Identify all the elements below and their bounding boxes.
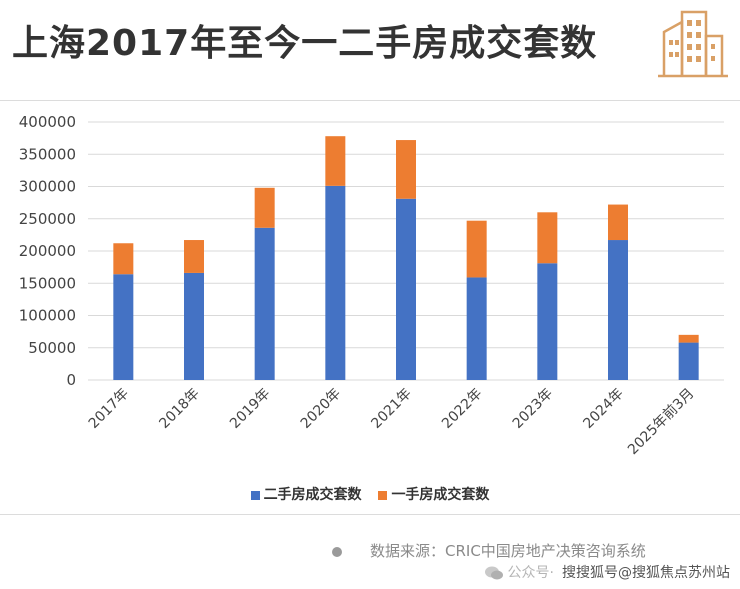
- legend-item-second-hand: 二手房成交套数: [250, 484, 362, 504]
- y-tick-label: 100000: [19, 307, 76, 325]
- x-tick-label: 2017年: [86, 386, 132, 432]
- x-tick-label: 2019年: [227, 386, 273, 432]
- bar-first-hand: [254, 187, 275, 228]
- legend-label-first-hand: 一手房成交套数: [391, 487, 490, 503]
- wechat-badge-icon: [484, 566, 503, 580]
- legend-label-second-hand: 二手房成交套数: [263, 487, 362, 503]
- x-tick-label: 2018年: [156, 386, 202, 432]
- legend-swatch-first-hand: [378, 490, 388, 500]
- bar-second-hand: [254, 227, 275, 380]
- stacked-bar-chart: 0 50000 100000 150000 200000 250000 300000 3500…: [19, 113, 724, 458]
- y-tick-label: 300000: [19, 178, 76, 196]
- bar-first-hand: [184, 240, 204, 273]
- bar-second-hand: [608, 240, 628, 380]
- bar-first-hand: [325, 136, 346, 186]
- data-source-note: 数据来源：CRIC中国房地产决策咨询系统: [332, 540, 646, 561]
- y-tick-label: 0: [66, 371, 76, 389]
- chart-bars: [113, 136, 699, 380]
- y-tick-label: 400000: [19, 113, 76, 131]
- legend-item-first-hand: 一手房成交套数: [378, 484, 489, 504]
- bar-first-hand: [678, 334, 699, 343]
- page-title: 上海2017年至今一二手房成交套数: [12, 23, 598, 64]
- watermark: 公众号· 搜搜狐号@搜狐焦点苏州站: [484, 562, 730, 582]
- x-tick-label: 2025年前3月: [624, 385, 697, 458]
- legend-swatch-second-hand: [250, 490, 260, 500]
- footer-divider: [0, 514, 740, 515]
- building-icon: [658, 10, 728, 78]
- bar-second-hand: [325, 185, 346, 380]
- bar-second-hand: [537, 263, 558, 380]
- bar-first-hand: [396, 140, 416, 199]
- bar-first-hand: [608, 204, 628, 241]
- header-divider: [0, 100, 740, 101]
- x-tick-label: 2023年: [510, 386, 556, 432]
- bar-second-hand: [678, 342, 699, 380]
- y-tick-label: 350000: [19, 145, 76, 163]
- x-tick-label: 2021年: [368, 386, 414, 432]
- watermark-prefix: 公众号·: [507, 565, 554, 581]
- bar-first-hand: [537, 212, 558, 264]
- bar-first-hand: [113, 243, 134, 275]
- chart-legend: 二手房成交套数 一手房成交套数: [0, 484, 740, 504]
- x-tick-label: 2020年: [298, 386, 344, 432]
- x-axis-tick-labels: 2017年 2018年 2019年 2020年 2021年 2022年 2023年 2024年…: [86, 385, 698, 458]
- bar-first-hand: [466, 220, 487, 278]
- watermark-text: 搜搜狐号@搜狐焦点苏州站: [562, 565, 730, 581]
- bar-second-hand: [113, 274, 134, 380]
- bar-second-hand: [396, 198, 416, 380]
- y-axis-tick-labels: 0 50000 100000 150000 200000 250000 300000 3500…: [19, 113, 76, 389]
- dot-icon: [332, 546, 342, 557]
- y-tick-label: 250000: [19, 210, 76, 228]
- y-tick-label: 200000: [19, 242, 76, 260]
- bar-second-hand: [184, 272, 204, 380]
- x-tick-label: 2022年: [439, 386, 485, 432]
- bar-second-hand: [466, 277, 487, 380]
- y-tick-label: 50000: [28, 339, 76, 357]
- x-tick-label: 2024年: [580, 386, 626, 432]
- data-source-text: 数据来源：CRIC中国房地产决策咨询系统: [370, 542, 646, 560]
- y-tick-label: 150000: [19, 274, 76, 292]
